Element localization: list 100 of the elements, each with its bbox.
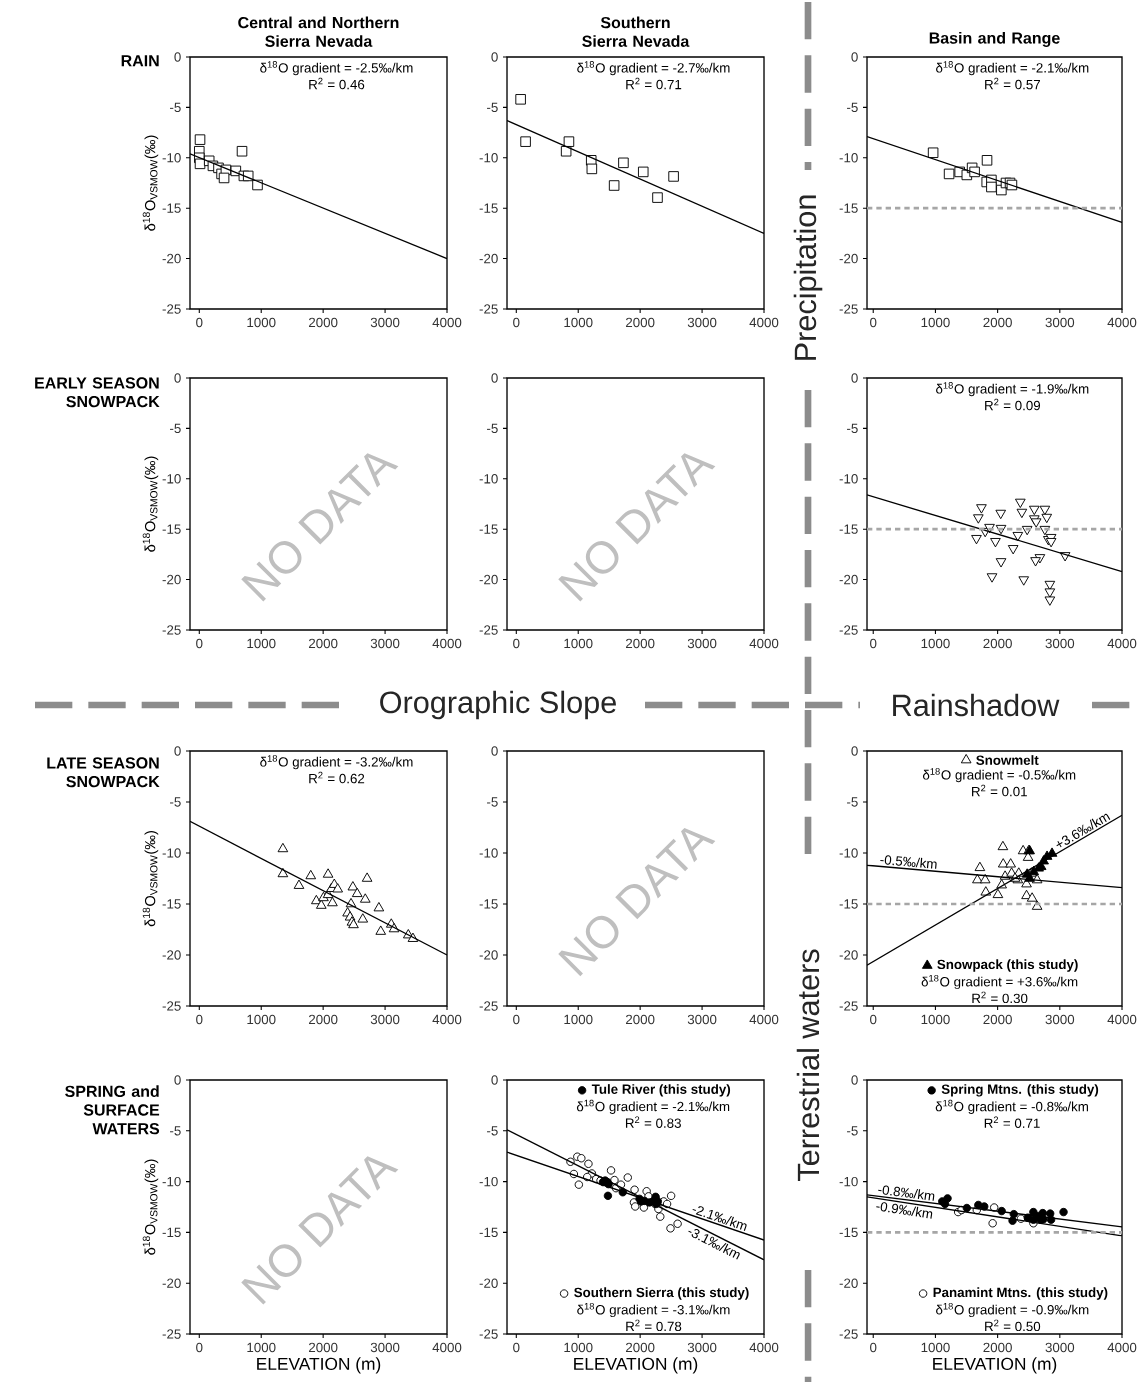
y-tick-label: -5 <box>170 423 181 434</box>
y-tick-label: -25 <box>162 1001 181 1011</box>
y-tick-label: -20 <box>162 574 181 585</box>
x-tick-label: 2000 <box>625 1342 655 1353</box>
x-tick-label: 2000 <box>983 1014 1012 1025</box>
annotation: R$^{2}$ = 0.50 <box>985 1319 1041 1332</box>
y-tick-label: -20 <box>839 950 858 960</box>
y-tick-label: -15 <box>162 203 181 213</box>
annotation: δ$^{18}$O gradient = -3.1‰/km <box>577 1302 730 1318</box>
y-tick-label: -15 <box>839 203 858 213</box>
x-tick-label: 1000 <box>921 317 950 328</box>
y-tick-label: -10 <box>162 474 181 484</box>
y-tick-label: -15 <box>162 1227 181 1238</box>
x-tick-label: 1000 <box>247 1342 276 1353</box>
x-tick-label: 3000 <box>370 1014 400 1025</box>
y-tick-label: 0 <box>174 746 181 756</box>
y-tick-label: -20 <box>479 253 498 264</box>
annotation: δ$^{18}$O gradient = -2.7‰/km <box>577 61 730 76</box>
x-tick-label: 1000 <box>564 317 593 328</box>
y-tick-label: -15 <box>479 899 498 909</box>
y-tick-label: 0 <box>851 746 858 756</box>
x-tick-label: 0 <box>196 317 203 328</box>
y-tick-label: -20 <box>839 1278 858 1288</box>
y-tick-label: -10 <box>839 153 858 163</box>
y-tick-label: 0 <box>491 52 498 62</box>
y-tick-label: -15 <box>479 203 498 213</box>
x-tick-label: 3000 <box>370 1342 400 1353</box>
x-tick-label: 1000 <box>921 1014 950 1025</box>
annotation: R$^{2}$ = 0.83 <box>625 1116 681 1128</box>
x-tick-label: 2000 <box>308 1014 338 1025</box>
y-axis-title: δ$^{18}$O$_{VSMOW}$(‰) <box>142 1159 159 1255</box>
y-tick-label: 0 <box>174 373 181 383</box>
annotation: δ$^{18}$O gradient = -0.5‰/km <box>922 768 1076 783</box>
x-tick-label: 4000 <box>432 317 462 328</box>
x-tick-label: 2000 <box>625 638 655 649</box>
text: Terrestrial waters <box>796 949 820 1182</box>
x-tick-label: 1000 <box>564 1014 593 1025</box>
y-tick-label: -20 <box>479 950 498 960</box>
y-tick-label: -10 <box>839 1176 858 1187</box>
x-tick-label: 4000 <box>432 1342 462 1353</box>
x-tick-label: 3000 <box>687 1014 717 1025</box>
x-tick-label: 0 <box>513 1342 520 1353</box>
x-tick-label: 4000 <box>1107 317 1137 328</box>
y-tick-label: -20 <box>162 1278 181 1288</box>
x-tick-label: 2000 <box>625 317 655 328</box>
x-tick-label: 0 <box>870 317 877 328</box>
y-tick-label: 0 <box>851 52 858 62</box>
annotation: R$^{2}$ = 0.01 <box>972 784 1027 797</box>
x-tick-label: 2000 <box>625 1014 655 1025</box>
x-tick-label: 1000 <box>247 317 276 328</box>
annotation: δ$^{18}$O gradient = -2.1‰/km <box>936 61 1089 76</box>
annotation: R$^{2}$ = 0.57 <box>985 77 1040 90</box>
y-tick-label: -10 <box>162 848 181 858</box>
y-tick-label: -10 <box>839 848 858 858</box>
x-tick-label: 0 <box>513 638 520 649</box>
y-tick-label: -25 <box>839 304 858 314</box>
x-tick-label: 3000 <box>1045 317 1075 328</box>
text: LATE SEASON SNOWPACK <box>47 757 160 788</box>
y-tick-label: -10 <box>479 1176 498 1187</box>
x-tick-label: 2000 <box>983 1342 1012 1353</box>
annotation: δ$^{18}$O gradient = -1.9‰/km <box>936 382 1089 397</box>
y-tick-label: -5 <box>847 102 858 113</box>
x-tick-label: 4000 <box>432 1014 462 1025</box>
x-tick-label: 4000 <box>1107 1014 1137 1025</box>
annotation: R$^{2}$ = 0.62 <box>309 771 365 784</box>
x-tick-label: 4000 <box>749 638 779 649</box>
y-tick-label: -25 <box>162 304 181 314</box>
y-tick-label: 0 <box>851 373 858 383</box>
y-tick-label: -20 <box>839 253 858 264</box>
y-tick-label: -5 <box>487 1126 498 1136</box>
x-tick-label: 0 <box>870 638 877 649</box>
x-tick-label: 2000 <box>983 317 1012 328</box>
annotation: R$^{2}$ = 0.78 <box>626 1319 682 1332</box>
x-tick-label: 3000 <box>370 638 400 649</box>
x-tick-label: 2000 <box>308 1342 338 1353</box>
y-tick-label: -25 <box>479 625 498 635</box>
x-tick-label: 0 <box>196 1014 203 1025</box>
x-axis-title: ELEVATION (m) <box>933 1357 1057 1374</box>
x-tick-label: 0 <box>870 1342 877 1353</box>
y-tick-label: -10 <box>479 848 498 858</box>
y-tick-label: -15 <box>839 1227 858 1238</box>
chart-title: Central and Northern Sierra Nevada <box>238 16 399 47</box>
annotation: -0.8‰/km <box>878 1185 935 1201</box>
text: EARLY SEASON SNOWPACK <box>35 377 160 408</box>
x-tick-label: 1000 <box>247 1014 276 1025</box>
y-tick-label: -10 <box>839 474 858 484</box>
annotation: δ$^{18}$O gradient = -3.2‰/km <box>260 755 413 770</box>
y-tick-label: -20 <box>839 574 858 585</box>
x-tick-label: 4000 <box>1107 638 1137 649</box>
x-tick-label: 3000 <box>687 1342 717 1353</box>
x-tick-label: 0 <box>513 1014 520 1025</box>
chart-title: Southern Sierra Nevada <box>582 16 690 47</box>
x-tick-label: 3000 <box>1045 1014 1075 1025</box>
annotation: -0.5‰/km <box>880 855 937 869</box>
text: RAIN <box>121 55 159 67</box>
y-tick-label: -25 <box>479 304 498 314</box>
x-tick-label: 1000 <box>921 638 950 649</box>
y-tick-label: -15 <box>479 1227 498 1238</box>
y-tick-label: -20 <box>479 1278 498 1288</box>
x-tick-label: 1000 <box>564 638 593 649</box>
